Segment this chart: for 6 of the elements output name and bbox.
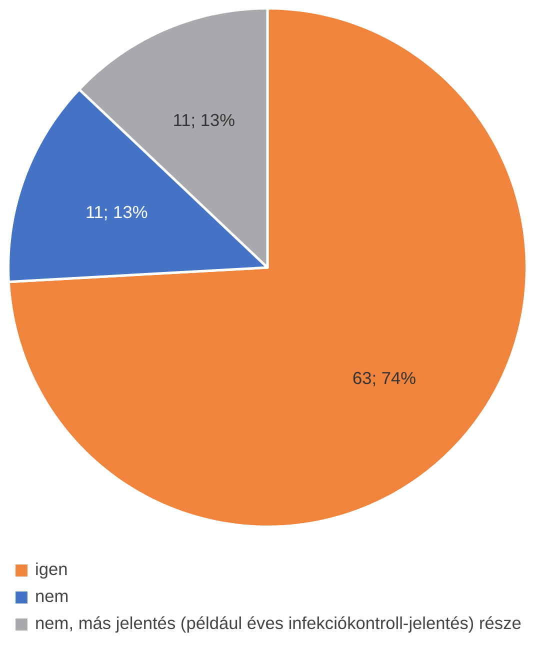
data-label: 11; 13% bbox=[85, 202, 148, 222]
data-label: 11; 13% bbox=[172, 110, 236, 130]
data-label: 63; 74% bbox=[352, 368, 416, 388]
legend-label: nem, más jelentés (például éves infekciókontroll-jelentés) része bbox=[35, 613, 522, 634]
legend-label: nem bbox=[35, 586, 69, 607]
legend-label: igen bbox=[35, 559, 68, 580]
